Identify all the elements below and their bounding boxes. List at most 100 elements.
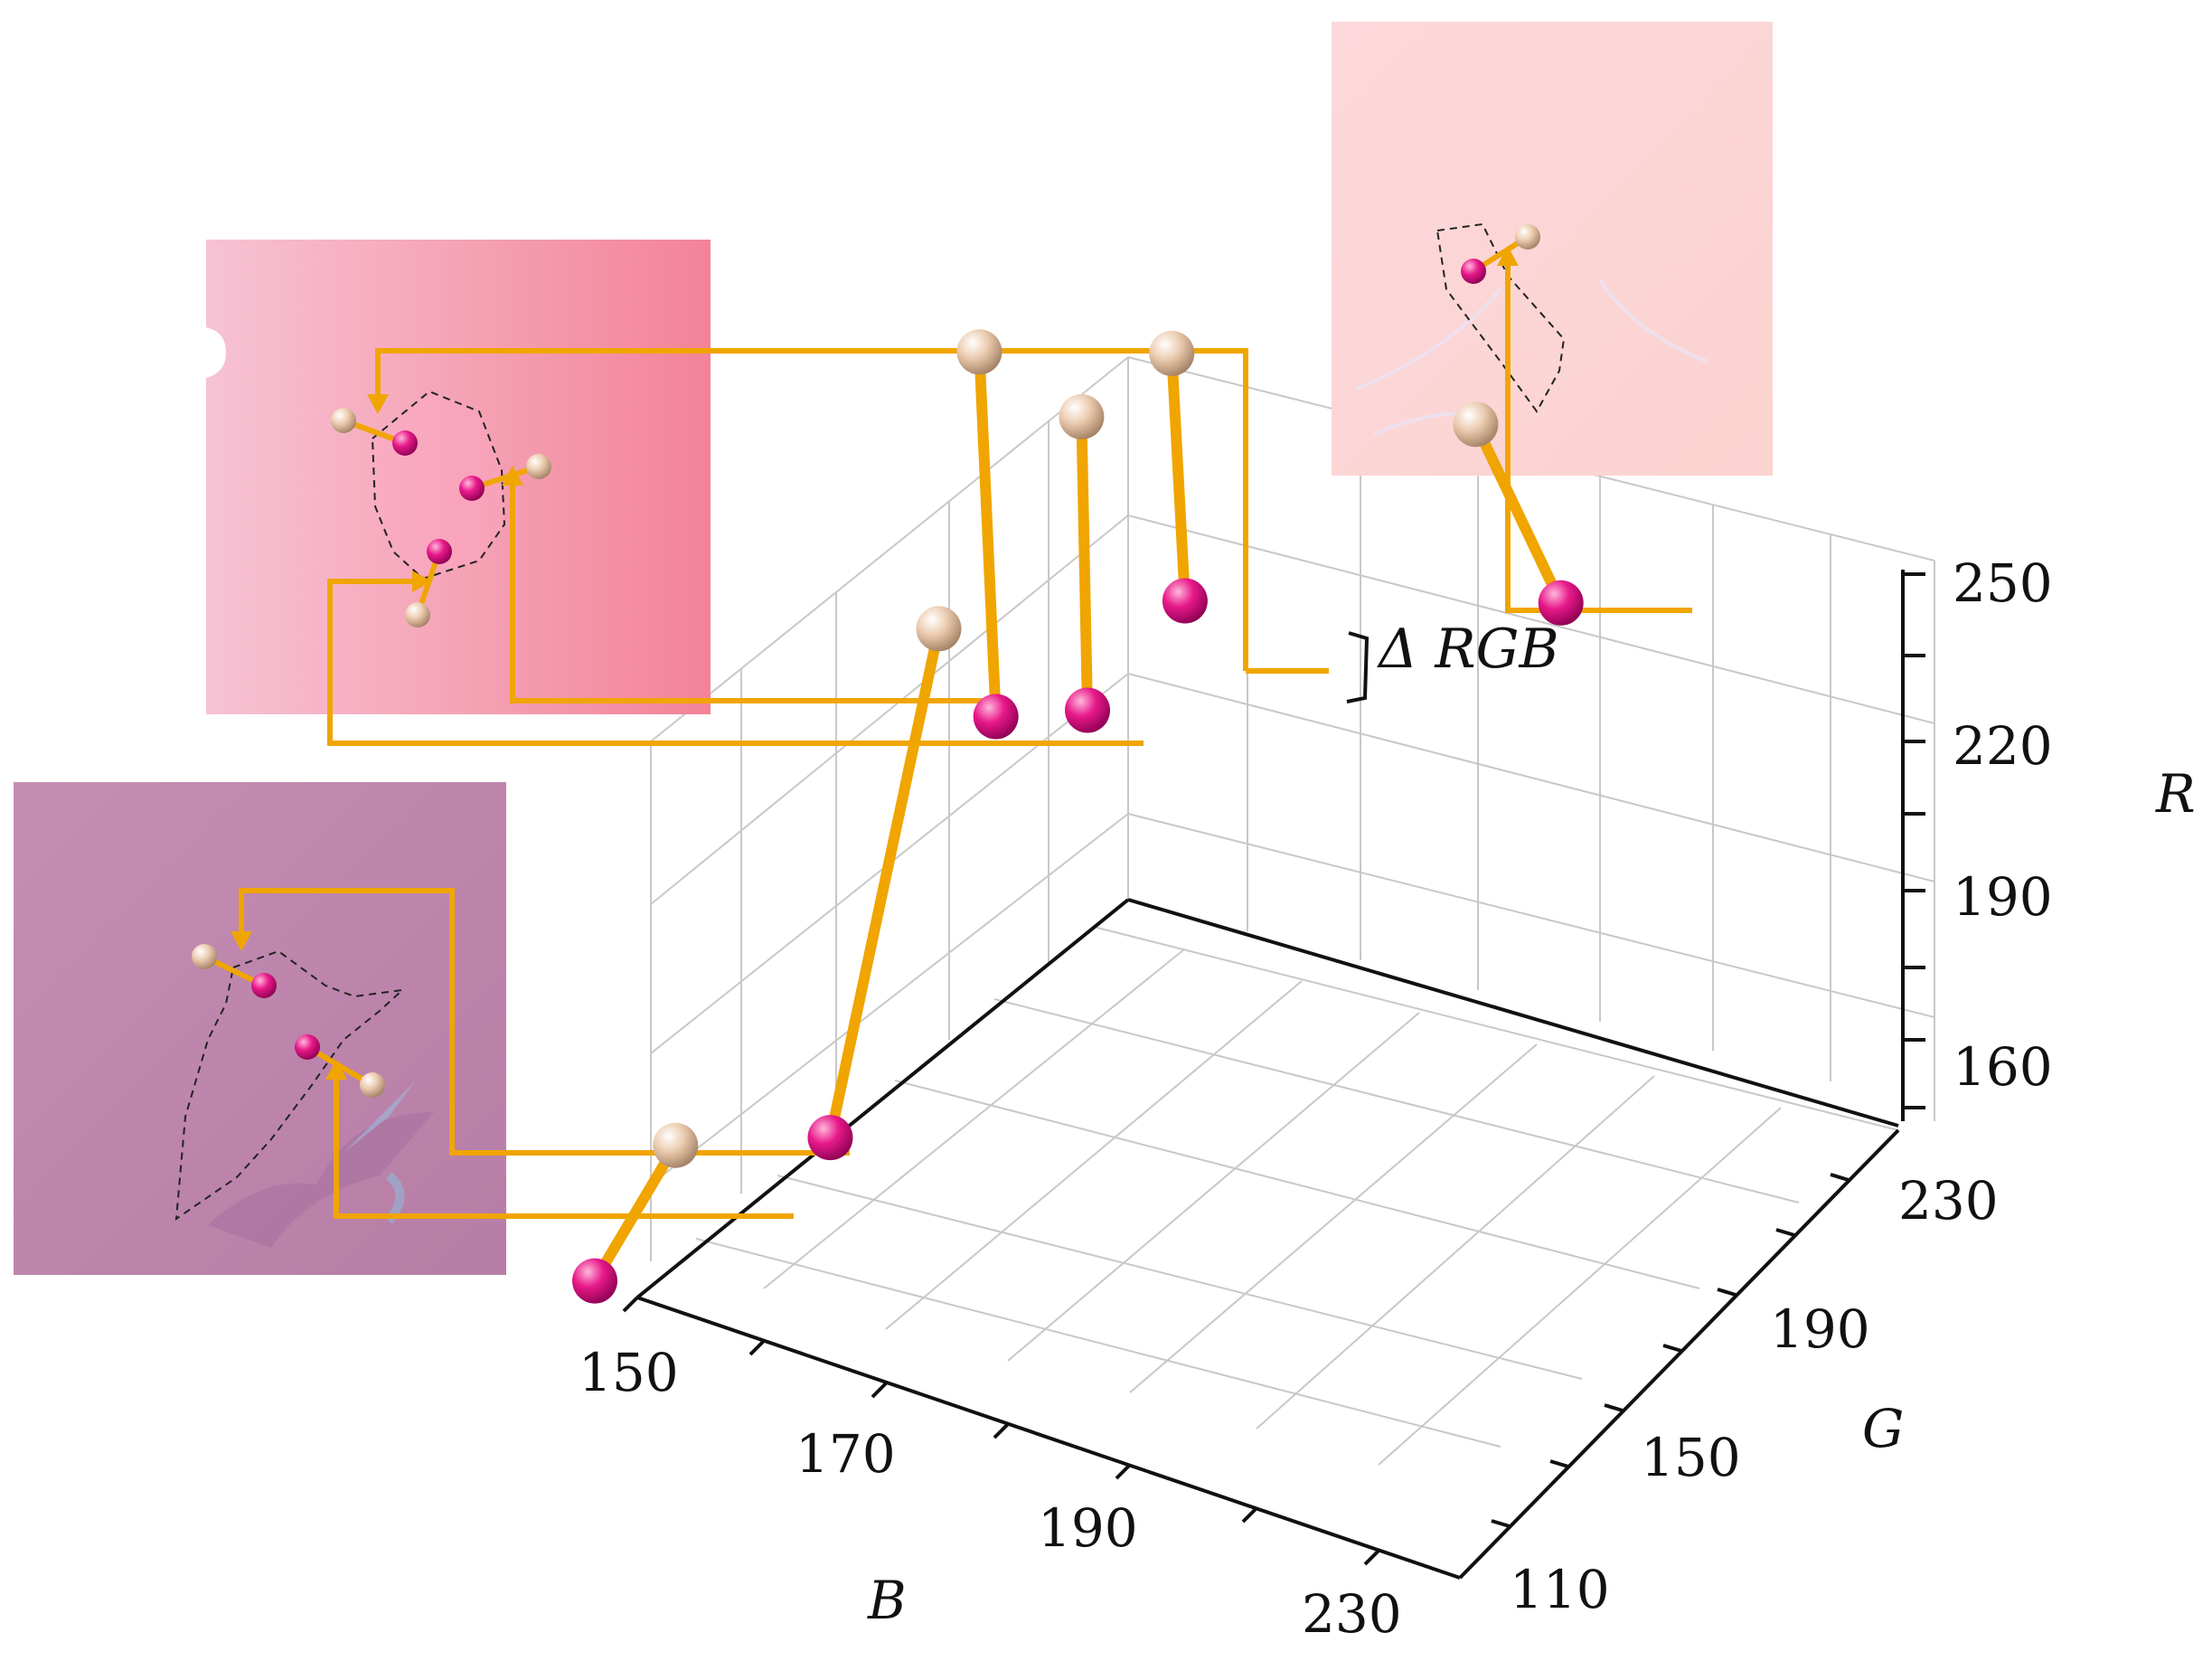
arrow-icon — [412, 571, 432, 592]
r-tick-label: 250 — [1953, 552, 2053, 614]
inset-top-point — [526, 454, 551, 479]
grid-line — [1378, 1107, 1782, 1466]
b-axis-line — [636, 1296, 1461, 1580]
connector-line — [239, 888, 850, 1156]
g-tick-label: 110 — [1510, 1559, 1610, 1620]
grid-line — [1129, 1043, 1538, 1393]
inset-top-point — [360, 1072, 385, 1098]
grid-line — [1007, 1012, 1420, 1362]
b-tick — [993, 1422, 1010, 1439]
grid-line — [1093, 926, 1899, 1131]
b-axis-front-edge — [635, 898, 1130, 1299]
inset-points — [192, 224, 1540, 1098]
pair-connector — [824, 623, 945, 1144]
grid-line — [1127, 673, 1935, 882]
g-tick — [1830, 1173, 1850, 1182]
g-axis-title: G — [1862, 1398, 1904, 1459]
flake-outline — [174, 949, 406, 1222]
b-tick — [622, 1296, 639, 1313]
g-tick — [1549, 1459, 1569, 1468]
top-point — [653, 1122, 699, 1168]
inset-image-top-left — [206, 240, 711, 714]
r-tick-label: 160 — [1953, 1036, 2053, 1098]
b-tick-label: 230 — [1302, 1583, 1402, 1645]
r-tick-label: 190 — [1953, 866, 2053, 928]
g-tick — [1491, 1519, 1511, 1528]
annotation-bracket — [1346, 631, 1370, 703]
inset-top-point — [192, 944, 217, 969]
g-tick-label: 190 — [1770, 1298, 1870, 1360]
bottom-point — [1162, 578, 1208, 624]
grid-line — [763, 948, 1185, 1289]
grid-line — [1127, 813, 1935, 1018]
connector-line — [510, 477, 1006, 703]
pair-connector — [589, 1139, 682, 1287]
pair-connector — [974, 346, 1002, 722]
grid-line — [993, 998, 1800, 1203]
inset-bottom-point — [295, 1034, 320, 1060]
grid-line — [894, 1080, 1700, 1289]
bottom-point — [1065, 687, 1110, 733]
connector-line — [327, 579, 1144, 746]
g-tick-label: 230 — [1898, 1170, 1999, 1232]
g-tick-label: 150 — [1641, 1427, 1741, 1488]
delta-rgb-label: Δ RGB — [1377, 618, 1559, 681]
top-point — [1059, 393, 1105, 439]
arrow-icon — [325, 1060, 347, 1080]
pair-connector — [1166, 347, 1191, 607]
connector-line — [334, 1071, 794, 1219]
grid-line — [650, 356, 1129, 742]
b-tick-label: 190 — [1038, 1497, 1138, 1559]
inset-image-top-right — [1332, 22, 1773, 476]
inset-top-point — [405, 602, 430, 628]
inset-top-point — [331, 408, 356, 433]
connector-line — [1505, 258, 1692, 613]
pair-connector — [1470, 419, 1567, 609]
tick-marks — [622, 572, 1925, 1566]
g-tick — [1604, 1403, 1624, 1412]
grid-line — [885, 980, 1303, 1330]
inset-top-point — [1515, 224, 1540, 250]
b-tick — [1115, 1463, 1132, 1480]
arrow-icon — [1497, 246, 1519, 266]
tick-labels: 150 170 190 230 110 150 190 230 160 190 … — [579, 552, 2196, 1645]
b-tick — [1363, 1549, 1380, 1566]
top-point — [916, 606, 962, 652]
inset-bottom-point — [251, 973, 277, 998]
g-tick — [1662, 1344, 1682, 1353]
inset-bottom-point — [459, 476, 485, 501]
top-point — [1453, 401, 1499, 448]
grid-line — [650, 813, 1129, 1185]
delta-rgb-annotation: Δ RGB — [1346, 618, 1559, 703]
inset-image-bottom-left — [14, 782, 506, 1275]
axes — [635, 570, 1905, 1580]
flake-outline — [1435, 222, 1566, 413]
top-point — [956, 329, 1002, 375]
connector-line — [375, 348, 1248, 671]
top-point — [1149, 330, 1195, 376]
arrow-icon — [367, 394, 389, 414]
b-axis-title: B — [867, 1570, 907, 1631]
b-tick-label: 170 — [795, 1423, 896, 1485]
b-tick — [1241, 1506, 1258, 1524]
b-tick-label: 150 — [579, 1342, 679, 1403]
g-tick — [1775, 1228, 1795, 1237]
bottom-point — [572, 1258, 617, 1304]
inset-bottom-point — [1461, 259, 1486, 284]
g-tick — [1717, 1288, 1737, 1297]
inset-bottom-point — [427, 539, 452, 564]
bottom-point — [807, 1115, 853, 1161]
g-axis-line — [1458, 1128, 1900, 1580]
r-tick-label: 220 — [1953, 715, 2053, 777]
bottom-point — [1538, 580, 1584, 626]
pair-connector — [1076, 411, 1093, 716]
r-axis-title: R — [2155, 763, 2196, 825]
grid-line — [1127, 514, 1935, 724]
back-floor-edge — [1127, 898, 1899, 1128]
grid-line — [650, 514, 1129, 905]
data-pairs — [572, 329, 1584, 1304]
grid-line — [695, 1238, 1501, 1448]
bottom-point — [973, 694, 1019, 740]
b-tick — [871, 1382, 888, 1399]
